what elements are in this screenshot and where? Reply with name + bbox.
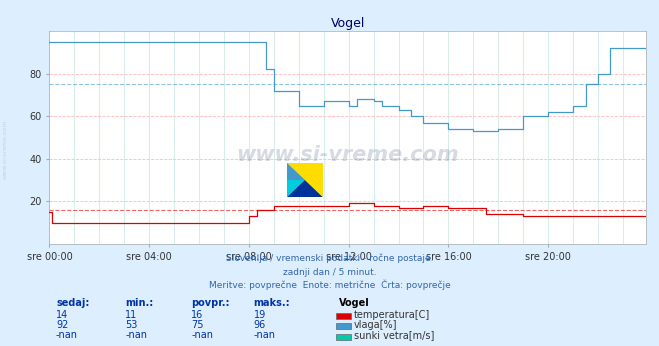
Text: 11: 11 <box>125 310 138 320</box>
Text: min.:: min.: <box>125 298 154 308</box>
Title: Vogel: Vogel <box>330 17 365 30</box>
Text: -nan: -nan <box>254 330 275 340</box>
Text: zadnji dan / 5 minut.: zadnji dan / 5 minut. <box>283 268 376 277</box>
Text: maks.:: maks.: <box>254 298 291 308</box>
Text: sunki vetra[m/s]: sunki vetra[m/s] <box>354 330 434 340</box>
Text: povpr.:: povpr.: <box>191 298 229 308</box>
Polygon shape <box>287 180 323 197</box>
Text: www.si-vreme.com: www.si-vreme.com <box>237 145 459 165</box>
Text: temperatura[C]: temperatura[C] <box>354 310 430 320</box>
Text: 14: 14 <box>56 310 69 320</box>
Text: www.si-vreme.com: www.si-vreme.com <box>3 119 8 179</box>
Text: 96: 96 <box>254 320 266 330</box>
Text: 16: 16 <box>191 310 204 320</box>
Text: Vogel: Vogel <box>339 298 370 308</box>
Text: vlaga[%]: vlaga[%] <box>354 320 397 330</box>
Text: Slovenija / vremenski podatki - ročne postaje.: Slovenija / vremenski podatki - ročne po… <box>226 254 433 263</box>
Text: sedaj:: sedaj: <box>56 298 90 308</box>
Text: 92: 92 <box>56 320 69 330</box>
Text: Meritve: povprečne  Enote: metrične  Črta: povprečje: Meritve: povprečne Enote: metrične Črta:… <box>209 279 450 290</box>
Polygon shape <box>287 180 304 197</box>
Text: -nan: -nan <box>191 330 213 340</box>
Text: 53: 53 <box>125 320 138 330</box>
Text: -nan: -nan <box>56 330 78 340</box>
Polygon shape <box>287 163 323 197</box>
Polygon shape <box>287 163 323 197</box>
Text: -nan: -nan <box>125 330 147 340</box>
Text: 75: 75 <box>191 320 204 330</box>
Text: 19: 19 <box>254 310 266 320</box>
